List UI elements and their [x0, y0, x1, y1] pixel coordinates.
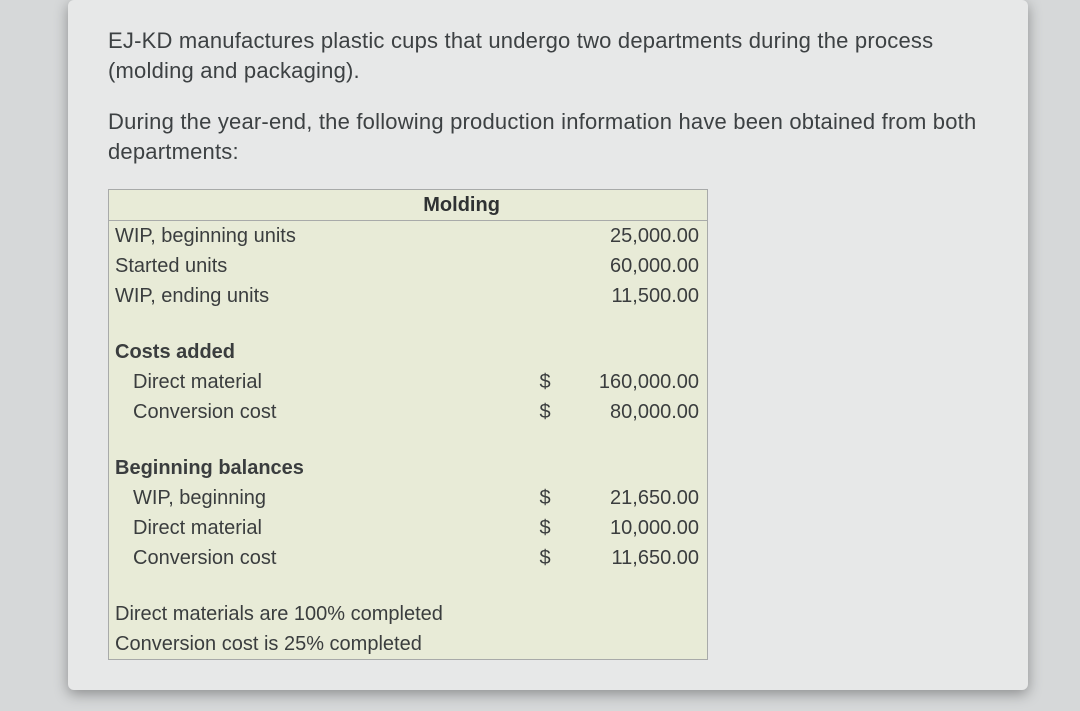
beg-cc-value: 11,650.00 [569, 543, 707, 573]
wip-end-units-value: 11,500.00 [569, 281, 707, 311]
header-empty [109, 190, 355, 221]
table-row: Direct material $ 160,000.00 [109, 367, 707, 397]
costs-dm-label: Direct material [109, 367, 355, 397]
content-card: EJ-KD manufactures plastic cups that und… [68, 0, 1028, 690]
table-row: WIP, beginning $ 21,650.00 [109, 483, 707, 513]
beg-wip-value: 21,650.00 [569, 483, 707, 513]
table-row: Conversion cost $ 80,000.00 [109, 397, 707, 427]
table-header-row: Molding [109, 190, 707, 221]
started-units-value: 60,000.00 [569, 251, 707, 281]
dollar-icon: $ [500, 513, 569, 543]
intro-paragraph-1: EJ-KD manufactures plastic cups that und… [108, 26, 1000, 85]
table-row: Costs added [109, 337, 707, 367]
table-row: Conversion cost is 25% completed [109, 629, 707, 659]
beg-dm-label: Direct material [109, 513, 355, 543]
beg-cc-label: Conversion cost [109, 543, 355, 573]
molding-table: Molding WIP, beginning units 25,000.00 S… [108, 189, 708, 660]
costs-cc-label: Conversion cost [109, 397, 355, 427]
table-row: Started units 60,000.00 [109, 251, 707, 281]
dollar-icon: $ [500, 397, 569, 427]
started-units-label: Started units [109, 251, 355, 281]
beg-bal-heading: Beginning balances [109, 453, 707, 483]
beg-wip-label: WIP, beginning [109, 483, 355, 513]
wip-beg-units-label: WIP, beginning units [109, 220, 355, 251]
table-row: WIP, ending units 11,500.00 [109, 281, 707, 311]
page: EJ-KD manufactures plastic cups that und… [0, 0, 1080, 711]
table-row: Conversion cost $ 11,650.00 [109, 543, 707, 573]
dollar-icon: $ [500, 483, 569, 513]
wip-beg-units-value: 25,000.00 [569, 220, 707, 251]
dollar-icon: $ [500, 543, 569, 573]
costs-cc-value: 80,000.00 [569, 397, 707, 427]
costs-dm-value: 160,000.00 [569, 367, 707, 397]
header-empty-right [569, 190, 707, 221]
dollar-icon: $ [500, 367, 569, 397]
table-row: Direct material $ 10,000.00 [109, 513, 707, 543]
note-dm-complete: Direct materials are 100% completed [109, 599, 707, 629]
note-cc-complete: Conversion cost is 25% completed [109, 629, 707, 659]
table-row: Direct materials are 100% completed [109, 599, 707, 629]
beg-dm-value: 10,000.00 [569, 513, 707, 543]
intro-paragraph-2: During the year-end, the following produ… [108, 107, 1000, 166]
costs-added-heading: Costs added [109, 337, 707, 367]
table-row: WIP, beginning units 25,000.00 [109, 220, 707, 251]
header-molding: Molding [355, 190, 569, 221]
table-row: Beginning balances [109, 453, 707, 483]
wip-end-units-label: WIP, ending units [109, 281, 355, 311]
